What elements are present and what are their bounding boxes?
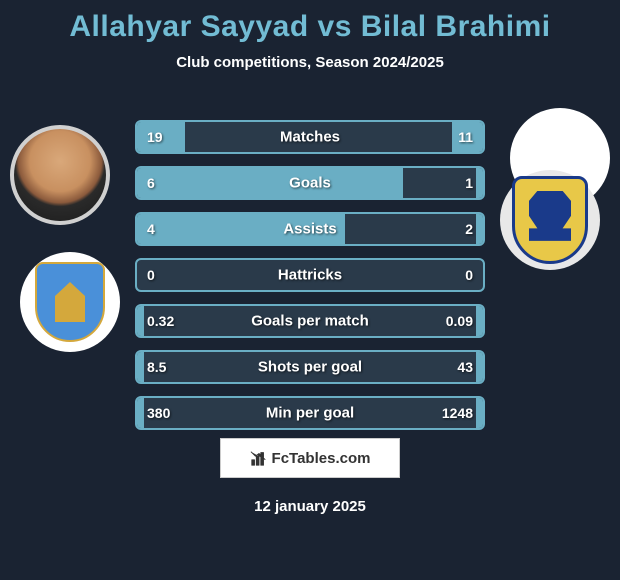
stat-label: Hattricks [278, 267, 342, 284]
chart-icon [250, 449, 268, 467]
stat-value-left: 8.5 [147, 359, 166, 375]
stat-bar-left [137, 398, 144, 428]
stat-value-left: 380 [147, 405, 170, 421]
player2-club-crest [500, 170, 600, 270]
stat-bar-left [137, 168, 403, 198]
club1-shield-icon [35, 262, 105, 342]
stat-value-right: 0.09 [446, 313, 473, 329]
date-label: 12 january 2025 [254, 498, 366, 515]
stat-label: Assists [283, 221, 336, 238]
stat-label: Goals [289, 175, 331, 192]
stat-value-left: 6 [147, 175, 155, 191]
stat-bar-left [137, 306, 144, 336]
stat-bar-right [476, 214, 483, 244]
stat-row: 380 Min per goal 1248 [135, 396, 485, 430]
stat-label: Matches [280, 129, 340, 146]
player1-face [14, 129, 106, 221]
stat-label: Shots per goal [258, 359, 362, 376]
stat-value-left: 4 [147, 221, 155, 237]
stat-row: 0.32 Goals per match 0.09 [135, 304, 485, 338]
fctables-logo: FcTables.com [220, 438, 400, 478]
stat-row: 0 Hattricks 0 [135, 258, 485, 292]
stat-row: 6 Goals 1 [135, 166, 485, 200]
stat-value-left: 0.32 [147, 313, 174, 329]
stat-bar-right [476, 306, 483, 336]
stat-value-right: 1248 [442, 405, 473, 421]
subtitle: Club competitions, Season 2024/2025 [0, 54, 620, 71]
stat-value-right: 1 [465, 175, 473, 191]
stat-value-left: 19 [147, 129, 163, 145]
player1-avatar [10, 125, 110, 225]
stat-value-right: 0 [465, 267, 473, 283]
stat-label: Min per goal [266, 405, 354, 422]
club2-shield-icon [512, 176, 588, 264]
player1-club-crest [20, 252, 120, 352]
stat-label: Goals per match [251, 313, 369, 330]
page-title: Allahyar Sayyad vs Bilal Brahimi [0, 0, 620, 44]
logo-text: FcTables.com [272, 450, 371, 467]
stat-bar-left [137, 352, 144, 382]
stat-value-right: 43 [457, 359, 473, 375]
stats-container: 19 Matches 11 6 Goals 1 4 Assists 2 0 Ha… [135, 120, 485, 442]
stat-value-right: 2 [465, 221, 473, 237]
stat-value-left: 0 [147, 267, 155, 283]
stat-bar-right [476, 398, 483, 428]
stat-value-right: 11 [458, 129, 473, 145]
stat-row: 4 Assists 2 [135, 212, 485, 246]
stat-row: 19 Matches 11 [135, 120, 485, 154]
stat-row: 8.5 Shots per goal 43 [135, 350, 485, 384]
stat-bar-right [476, 352, 483, 382]
stat-bar-right [476, 168, 483, 198]
